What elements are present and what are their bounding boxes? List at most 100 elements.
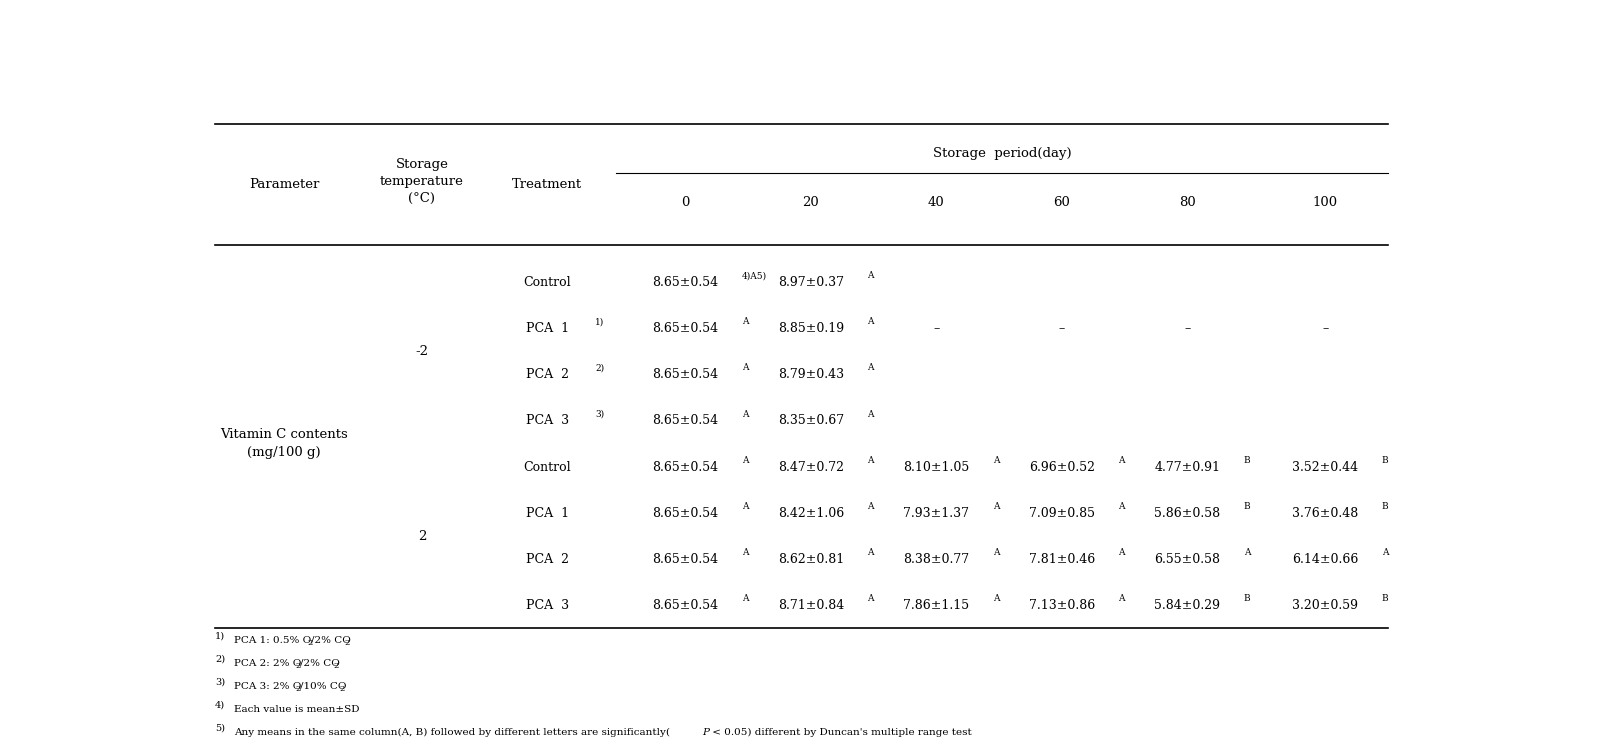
Text: 6.14±0.66: 6.14±0.66: [1292, 553, 1358, 565]
Text: 6.96±0.52: 6.96±0.52: [1028, 461, 1094, 473]
Text: Control: Control: [523, 461, 572, 473]
Text: –: –: [1323, 322, 1329, 335]
Text: 5.86±0.58: 5.86±0.58: [1154, 506, 1221, 520]
Text: PCA  3: PCA 3: [526, 598, 568, 612]
Text: 2): 2): [596, 364, 604, 373]
Text: 8.85±0.19: 8.85±0.19: [777, 322, 843, 335]
Text: 8.65±0.54: 8.65±0.54: [652, 276, 719, 289]
Text: A: A: [868, 456, 874, 465]
Text: 3.20±0.59: 3.20±0.59: [1292, 598, 1358, 612]
Text: 8.65±0.54: 8.65±0.54: [652, 368, 719, 381]
Text: A: A: [868, 272, 874, 280]
Text: 4): 4): [215, 700, 225, 709]
Text: A: A: [1119, 456, 1125, 465]
Text: 2: 2: [340, 685, 345, 693]
Text: A: A: [742, 456, 748, 465]
Text: /2% CO: /2% CO: [311, 636, 351, 645]
Text: A: A: [868, 409, 874, 419]
Text: A: A: [868, 364, 874, 373]
Text: 100: 100: [1313, 195, 1337, 209]
Text: PCA  1: PCA 1: [526, 322, 568, 335]
Text: 7.93±1.37: 7.93±1.37: [903, 506, 970, 520]
Text: A: A: [1243, 548, 1250, 557]
Text: –: –: [1183, 322, 1190, 335]
Text: 7.81±0.46: 7.81±0.46: [1028, 553, 1094, 565]
Text: PCA 1: 0.5% O: PCA 1: 0.5% O: [233, 636, 311, 645]
Text: A: A: [1383, 548, 1389, 557]
Text: P: P: [703, 728, 709, 737]
Text: PCA  2: PCA 2: [526, 553, 568, 565]
Text: 3): 3): [596, 409, 604, 419]
Text: A: A: [868, 594, 874, 603]
Text: A: A: [992, 594, 999, 603]
Text: –: –: [1059, 322, 1065, 335]
Text: A: A: [868, 317, 874, 326]
Text: PCA 3: 2% O: PCA 3: 2% O: [233, 682, 301, 691]
Text: 40: 40: [928, 195, 945, 209]
Text: 2: 2: [334, 662, 338, 670]
Text: 2: 2: [308, 640, 312, 647]
Text: A: A: [992, 456, 999, 465]
Text: A: A: [742, 364, 748, 373]
Text: 0: 0: [682, 195, 690, 209]
Text: 5.84±0.29: 5.84±0.29: [1154, 598, 1221, 612]
Text: 3): 3): [215, 677, 225, 686]
Text: Any means in the same column(A, B) followed by different letters are significant: Any means in the same column(A, B) follo…: [233, 728, 670, 737]
Text: 2: 2: [418, 530, 426, 542]
Text: 8.97±0.37: 8.97±0.37: [777, 276, 843, 289]
Text: 7.09±0.85: 7.09±0.85: [1028, 506, 1094, 520]
Text: 2: 2: [296, 662, 301, 670]
Text: 8.10±1.05: 8.10±1.05: [903, 461, 970, 473]
Text: 8.65±0.54: 8.65±0.54: [652, 414, 719, 427]
Text: A: A: [1119, 548, 1125, 557]
Text: 6.55±0.58: 6.55±0.58: [1154, 553, 1221, 565]
Text: /2% CO: /2% CO: [300, 659, 340, 668]
Text: A: A: [742, 594, 748, 603]
Text: 8.65±0.54: 8.65±0.54: [652, 598, 719, 612]
Text: A: A: [992, 548, 999, 557]
Text: B: B: [1383, 502, 1389, 511]
Text: B: B: [1383, 594, 1389, 603]
Text: /10% CO: /10% CO: [300, 682, 346, 691]
Text: 4)A5): 4)A5): [742, 272, 767, 280]
Text: Storage  period(day): Storage period(day): [933, 147, 1072, 159]
Text: 8.65±0.54: 8.65±0.54: [652, 553, 719, 565]
Text: 8.65±0.54: 8.65±0.54: [652, 506, 719, 520]
Text: PCA 2: 2% O: PCA 2: 2% O: [233, 659, 301, 668]
Text: 8.42±1.06: 8.42±1.06: [777, 506, 843, 520]
Text: B: B: [1243, 456, 1250, 465]
Text: 3.76±0.48: 3.76±0.48: [1292, 506, 1358, 520]
Text: 3.52±0.44: 3.52±0.44: [1292, 461, 1358, 473]
Text: 8.65±0.54: 8.65±0.54: [652, 461, 719, 473]
Text: 2: 2: [296, 685, 301, 693]
Text: 8.47±0.72: 8.47±0.72: [777, 461, 843, 473]
Text: B: B: [1383, 456, 1389, 465]
Text: Control: Control: [523, 276, 572, 289]
Text: A: A: [992, 502, 999, 511]
Text: Storage
temperature
(°C): Storage temperature (°C): [380, 159, 465, 206]
Text: 7.13±0.86: 7.13±0.86: [1028, 598, 1094, 612]
Text: 1): 1): [215, 631, 225, 640]
Text: 20: 20: [803, 195, 819, 209]
Text: PCA  1: PCA 1: [526, 506, 568, 520]
Text: A: A: [1119, 594, 1125, 603]
Text: Treatment: Treatment: [512, 178, 583, 191]
Text: 2): 2): [215, 654, 225, 663]
Text: A: A: [868, 502, 874, 511]
Text: A: A: [1119, 502, 1125, 511]
Text: 8.71±0.84: 8.71±0.84: [777, 598, 843, 612]
Text: 8.79±0.43: 8.79±0.43: [777, 368, 843, 381]
Text: 4.77±0.91: 4.77±0.91: [1154, 461, 1221, 473]
Text: Each value is mean±SD: Each value is mean±SD: [233, 705, 359, 714]
Text: A: A: [742, 317, 748, 326]
Text: Vitamin C contents
(mg/100 g): Vitamin C contents (mg/100 g): [220, 429, 348, 459]
Text: B: B: [1243, 594, 1250, 603]
Text: 8.65±0.54: 8.65±0.54: [652, 322, 719, 335]
Text: 8.38±0.77: 8.38±0.77: [903, 553, 970, 565]
Text: Parameter: Parameter: [249, 178, 319, 191]
Text: –: –: [933, 322, 939, 335]
Text: A: A: [742, 548, 748, 557]
Text: B: B: [1243, 502, 1250, 511]
Text: 2: 2: [345, 640, 350, 647]
Text: 5): 5): [215, 723, 225, 732]
